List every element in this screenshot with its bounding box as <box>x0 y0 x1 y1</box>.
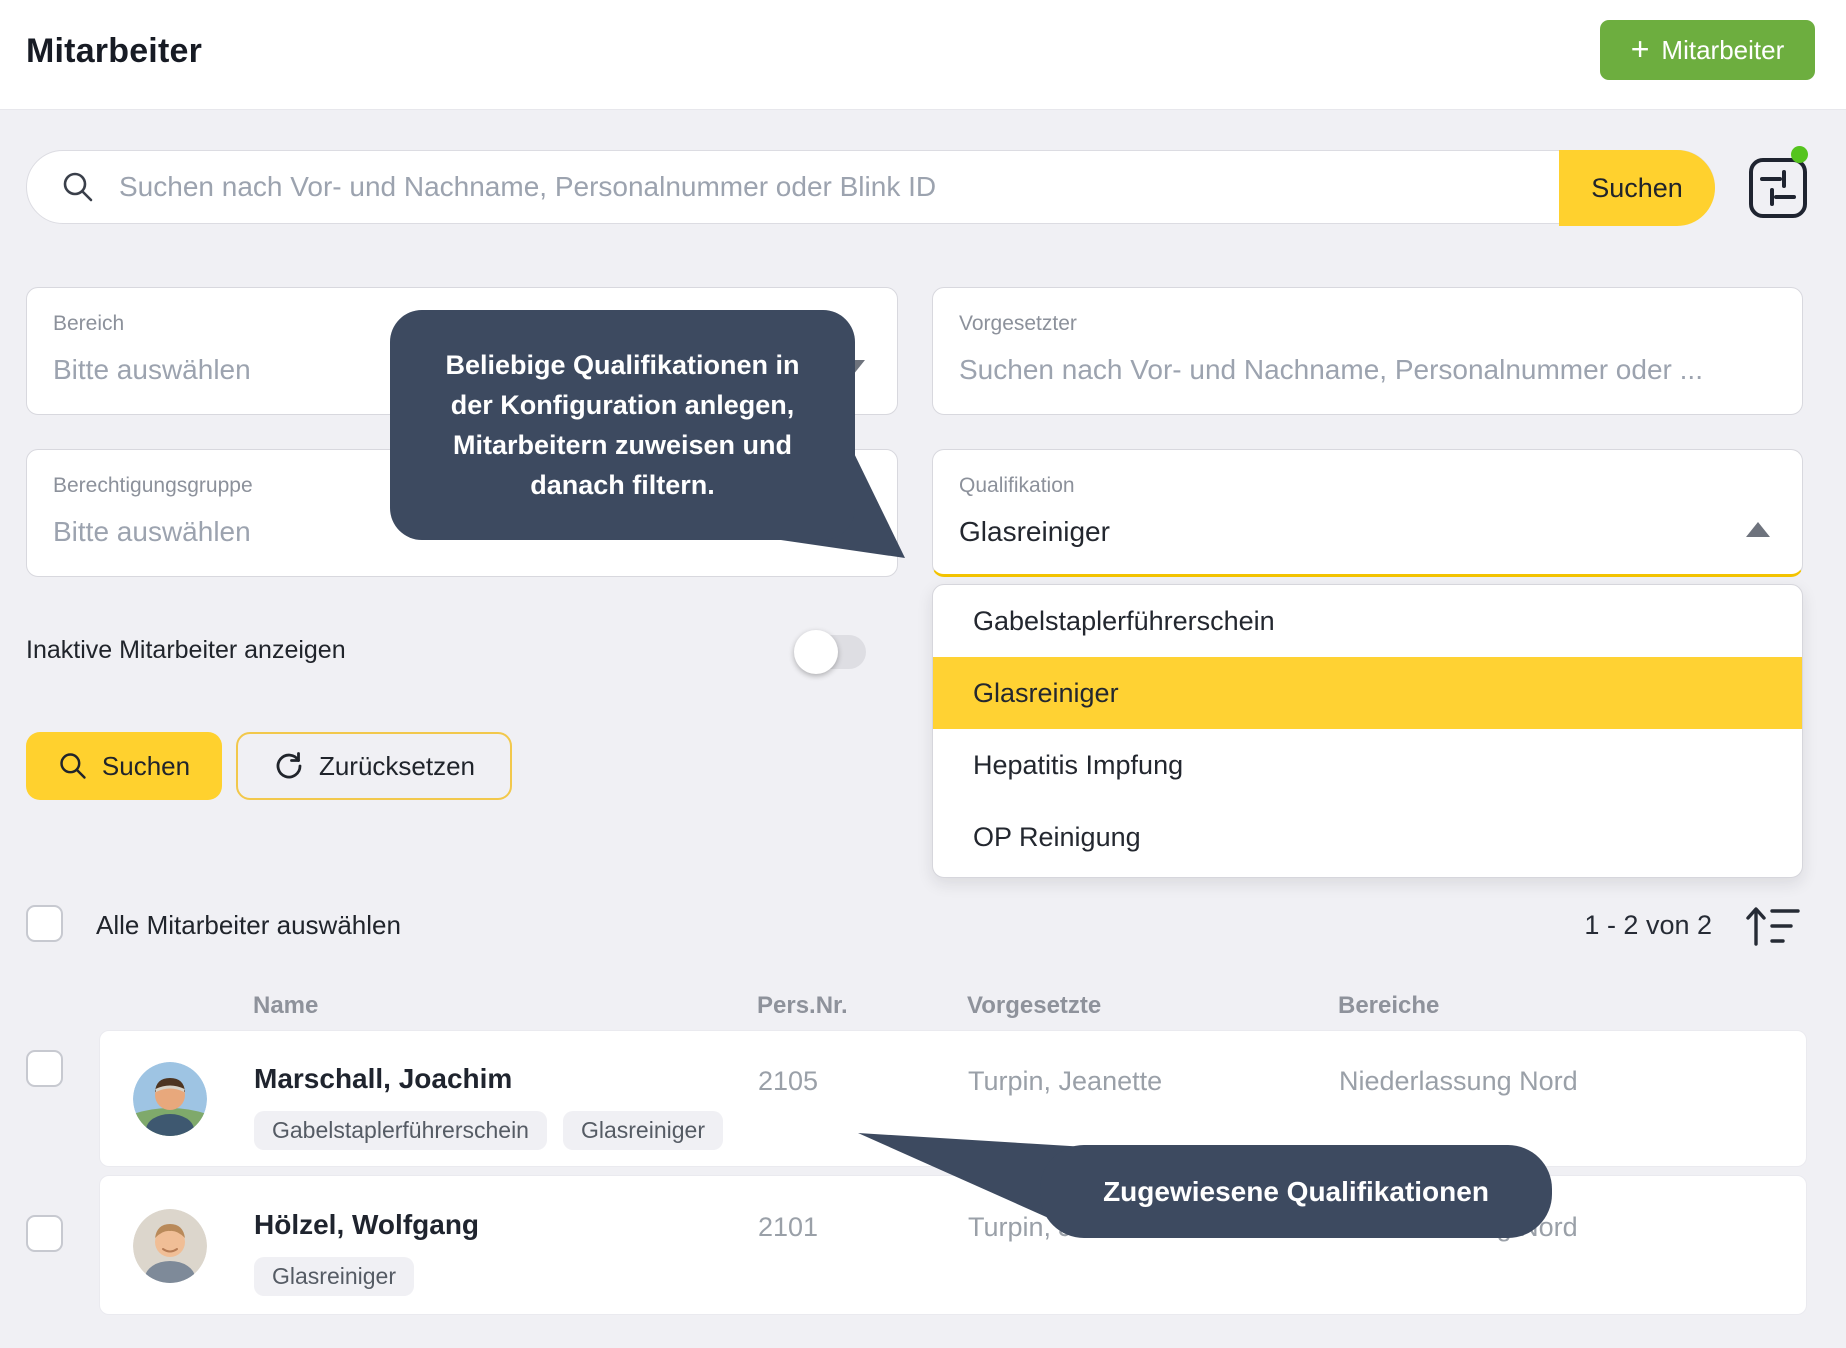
vorgesetzter-search-field[interactable]: Vorgesetzter Suchen nach Vor- und Nachna… <box>932 287 1803 415</box>
select-all-label: Alle Mitarbeiter auswählen <box>96 910 401 940</box>
employee-name: Hölzel, Wolfgang <box>254 1209 480 1240</box>
callout-line: der Konfiguration anlegen, <box>450 390 795 420</box>
top-bar <box>0 0 1846 110</box>
reset-filters-button[interactable]: Zurücksetzen <box>236 732 512 800</box>
dropdown-option-glasreiniger[interactable]: Glasreiniger <box>933 657 1802 729</box>
cell-persnr: 2101 <box>758 1212 819 1242</box>
row-checkbox[interactable] <box>26 1215 63 1252</box>
vorgesetzter-label: Vorgesetzter <box>959 312 1077 335</box>
assigned-qualifications-callout: Zugewiesene Qualifikationen <box>1040 1145 1552 1238</box>
dropdown-option-hepatitis-impfung[interactable]: Hepatitis Impfung <box>973 749 1184 780</box>
pagination-counter: 1 - 2 von 2 <box>1584 910 1712 940</box>
dropdown-option-gabelstaplerfuehrerschein[interactable]: Gabelstaplerführerschein <box>973 605 1275 636</box>
inactive-employees-toggle[interactable] <box>794 630 866 674</box>
qualifikation-value: Glasreiniger <box>959 516 1110 547</box>
row-checkbox[interactable] <box>26 1050 63 1087</box>
employee-name: Marschall, Joachim <box>254 1063 513 1094</box>
search-input[interactable] <box>95 151 1714 223</box>
plus-icon: + <box>1630 30 1650 67</box>
filter-settings-icon <box>1749 158 1807 218</box>
cell-vorgesetzte: Turpin, Jeanette <box>968 1066 1163 1096</box>
chevron-up-icon[interactable] <box>1746 522 1770 537</box>
qualification-tags: Gabelstaplerführerschein Glasreiniger <box>254 1111 723 1150</box>
callout-line: Mitarbeitern zuweisen und <box>452 430 793 460</box>
berechtigungsgruppe-label: Berechtigungsgruppe <box>53 474 253 497</box>
search-icon <box>63 172 93 202</box>
apply-search-label: Suchen <box>101 750 191 781</box>
column-header-persnr: Pers.Nr. <box>757 992 848 1019</box>
select-all-checkbox[interactable] <box>26 905 63 942</box>
qualification-tags: Glasreiniger <box>254 1257 414 1296</box>
refresh-icon <box>276 752 302 779</box>
page-title: Mitarbeiter <box>26 32 203 70</box>
cell-persnr: 2105 <box>758 1066 819 1096</box>
bereich-label: Bereich <box>53 312 125 335</box>
avatar <box>133 1209 207 1283</box>
qualifications-hint-callout: Beliebige Qualifikationen in der Konfigu… <box>390 310 855 540</box>
avatar <box>133 1062 207 1136</box>
cell-bereiche: Niederlassung Nord <box>1339 1066 1578 1096</box>
column-header-name: Name <box>253 992 319 1019</box>
apply-search-button[interactable]: Suchen <box>26 732 222 800</box>
sort-ascending-icon <box>1746 907 1800 946</box>
filter-settings-button[interactable] <box>1746 152 1810 222</box>
qualifikation-label: Qualifikation <box>959 474 1075 497</box>
toggle-knob <box>794 630 838 674</box>
search-submit-button[interactable]: Suchen <box>1559 150 1715 226</box>
search-icon <box>60 753 86 779</box>
qualifikation-select[interactable]: Qualifikation Glasreiniger <box>932 449 1803 577</box>
inactive-toggle-label: Inaktive Mitarbeiter anzeigen <box>26 636 346 664</box>
column-header-vorgesetzte: Vorgesetzte <box>967 992 1102 1019</box>
qualification-tag: Glasreiniger <box>562 1111 723 1150</box>
sort-button[interactable] <box>1744 902 1802 952</box>
add-employee-label: Mitarbeiter <box>1661 34 1785 65</box>
dropdown-option-op-reinigung[interactable]: OP Reinigung <box>973 821 1141 852</box>
column-header-bereiche: Bereiche <box>1338 992 1440 1019</box>
search-bar: Suchen <box>26 150 1715 226</box>
vorgesetzter-placeholder: Suchen nach Vor- und Nachname, Personaln… <box>959 354 1703 385</box>
filter-active-dot <box>1791 146 1808 163</box>
qualifikation-dropdown: Gabelstaplerführerschein Glasreiniger He… <box>932 584 1803 878</box>
qualification-tag: Glasreiniger <box>254 1257 414 1296</box>
berechtigungsgruppe-placeholder: Bitte auswählen <box>53 516 251 547</box>
callout-line: Beliebige Qualifikationen in <box>445 350 800 380</box>
qualification-tag: Gabelstaplerführerschein <box>254 1111 547 1150</box>
add-employee-button[interactable]: + Mitarbeiter <box>1600 20 1815 80</box>
callout-line: danach filtern. <box>530 470 715 500</box>
reset-filters-label: Zurücksetzen <box>318 750 476 781</box>
bereich-placeholder: Bitte auswählen <box>53 354 251 385</box>
